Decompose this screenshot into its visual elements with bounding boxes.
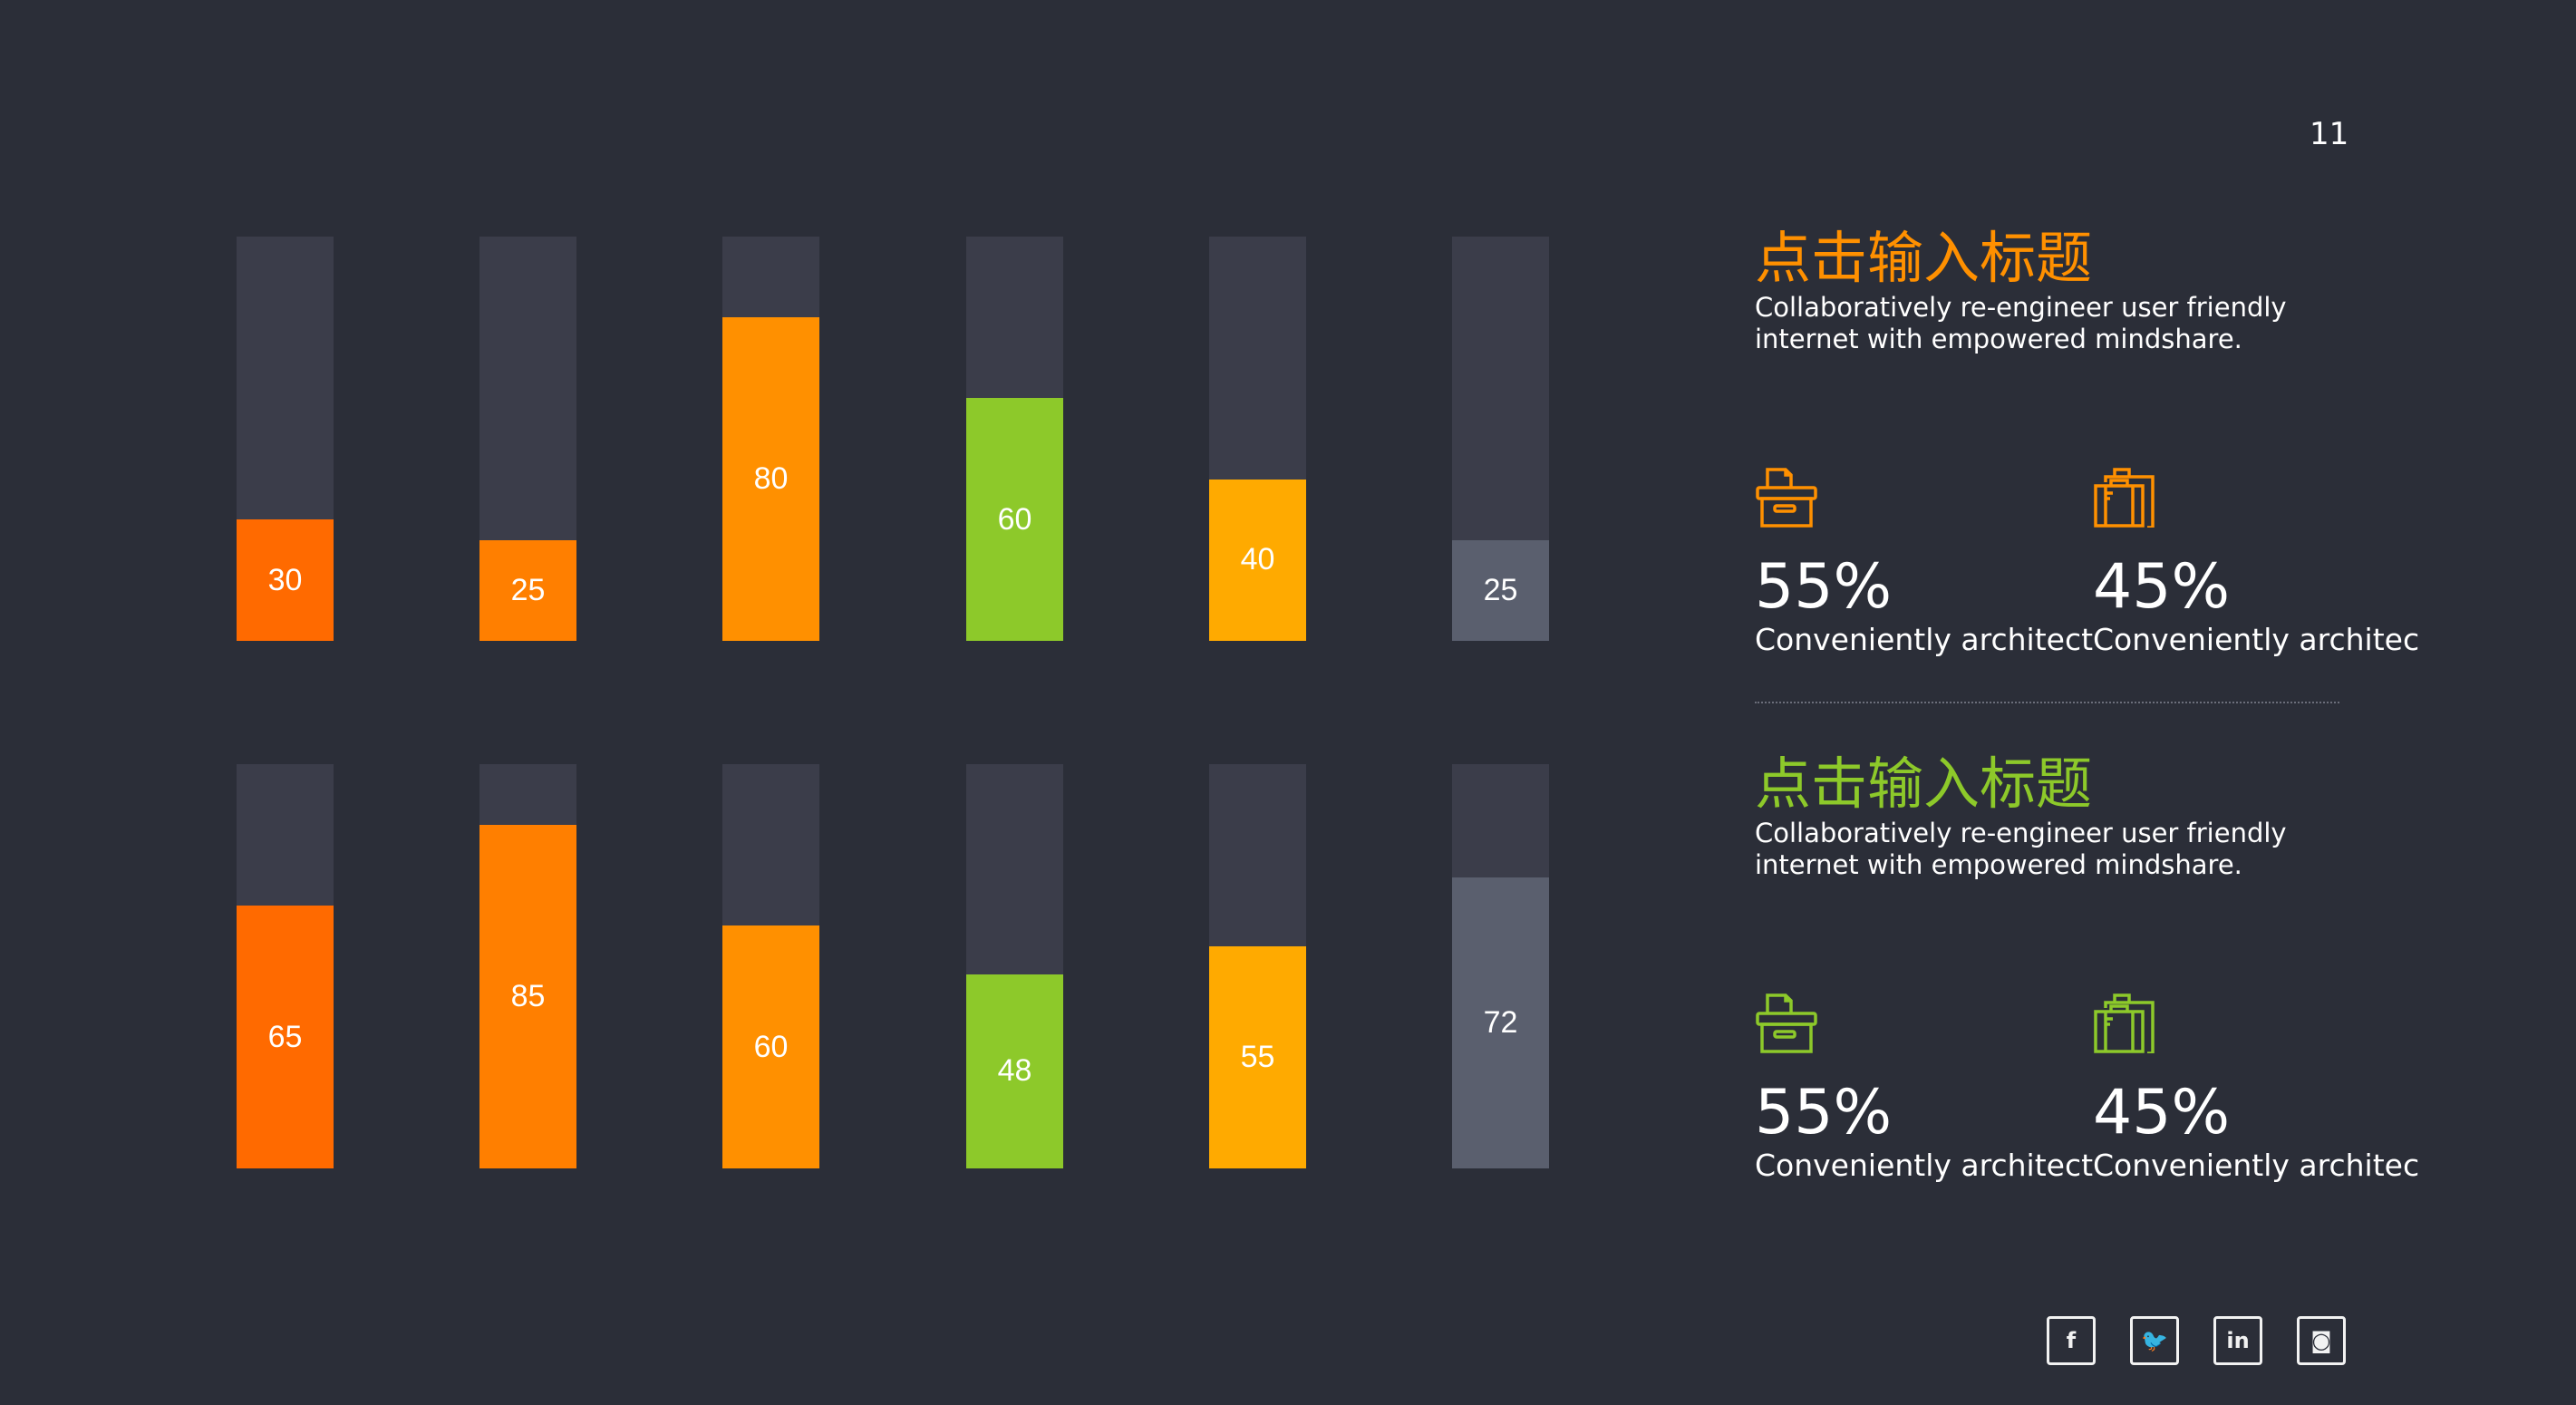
archive-box-icon xyxy=(1755,990,2081,1053)
bar-value-label: 30 xyxy=(267,562,303,597)
bar: 85 xyxy=(479,824,576,1168)
block-description: Collaboratively re-engineer user friendl… xyxy=(1755,292,2389,355)
stat-label: Conveniently architec xyxy=(2093,622,2420,657)
bar-value-label: 65 xyxy=(267,1019,303,1054)
stat-label: Conveniently architect xyxy=(1755,1148,2094,1183)
bar-value-label: 80 xyxy=(753,461,789,497)
bar: 55 xyxy=(1209,945,1306,1168)
bar-track: 72 xyxy=(1452,764,1549,1168)
bar-track: 55 xyxy=(1209,764,1306,1168)
block-title: 点击输入标题 xyxy=(1755,225,2093,291)
block-title: 点击输入标题 xyxy=(1755,751,2093,817)
linkedin-icon: in xyxy=(2226,1328,2250,1353)
bar-value-label: 25 xyxy=(1483,572,1518,607)
bar: 60 xyxy=(722,925,819,1168)
bar: 40 xyxy=(1209,479,1306,641)
bar-value-label: 55 xyxy=(1240,1039,1275,1074)
bar-track: 85 xyxy=(479,764,576,1168)
facebook-icon: f xyxy=(2066,1328,2077,1353)
bar-value-label: 85 xyxy=(510,978,546,1013)
stat-value: 45% xyxy=(2093,551,2231,623)
description-line: internet with empowered mindshare. xyxy=(1755,849,2242,880)
bar-track: 40 xyxy=(1209,237,1306,641)
bar-track: 30 xyxy=(237,237,334,641)
bar-value-label: 25 xyxy=(510,572,546,607)
instagram-icon: ◙ xyxy=(2310,1328,2332,1353)
stat-label: Conveniently architec xyxy=(2093,1148,2420,1183)
bar: 30 xyxy=(237,519,334,641)
bar: 25 xyxy=(1452,539,1549,641)
bar-track: 80 xyxy=(722,237,819,641)
bar-track: 25 xyxy=(479,237,576,641)
twitter-icon: 🐦 xyxy=(2141,1328,2168,1353)
bar: 60 xyxy=(966,398,1063,641)
bar-track: 60 xyxy=(966,237,1063,641)
suitcase-icon xyxy=(2093,464,2419,528)
block-description: Collaboratively re-engineer user friendl… xyxy=(1755,818,2389,881)
info-block-2: 点击输入标题 Collaboratively re-engineer user … xyxy=(1755,751,2419,1184)
bar-value-label: 72 xyxy=(1483,1004,1518,1040)
bar: 80 xyxy=(722,317,819,641)
stat-label: Conveniently architect xyxy=(1755,622,2094,657)
twitter-button[interactable]: 🐦 xyxy=(2130,1316,2179,1365)
description-line: internet with empowered mindshare. xyxy=(1755,324,2242,354)
divider xyxy=(1755,702,2339,703)
description-line: Collaboratively re-engineer user friendl… xyxy=(1755,292,2287,323)
bar-value-label: 60 xyxy=(997,501,1032,537)
archive-box-icon xyxy=(1755,464,2081,528)
bar: 72 xyxy=(1452,877,1549,1168)
bar-track: 25 xyxy=(1452,237,1549,641)
bar-value-label: 40 xyxy=(1240,542,1275,577)
stat-value: 55% xyxy=(1755,551,1893,623)
info-block-1: 点击输入标题 Collaboratively re-engineer user … xyxy=(1755,225,2419,658)
bar-track: 48 xyxy=(966,764,1063,1168)
stat-item: 55% Conveniently architect xyxy=(1755,990,2094,1184)
bar: 25 xyxy=(479,539,576,641)
suitcase-icon xyxy=(2093,990,2419,1053)
stat-item: 55% Conveniently architect xyxy=(1755,464,2094,658)
stat-value: 45% xyxy=(2093,1077,2231,1148)
bar-value-label: 48 xyxy=(997,1053,1032,1089)
bar-track: 65 xyxy=(237,764,334,1168)
instagram-button[interactable]: ◙ xyxy=(2297,1316,2346,1365)
stat-value: 55% xyxy=(1755,1077,1893,1148)
facebook-button[interactable]: f xyxy=(2047,1316,2096,1365)
bar: 65 xyxy=(237,906,334,1168)
stat-item: 45% Conveniently architec xyxy=(2093,464,2419,658)
linkedin-button[interactable]: in xyxy=(2213,1316,2262,1365)
bar-value-label: 60 xyxy=(753,1029,789,1064)
description-line: Collaboratively re-engineer user friendl… xyxy=(1755,818,2287,848)
bar: 48 xyxy=(966,974,1063,1168)
stat-item: 45% Conveniently architec xyxy=(2093,990,2419,1184)
bar-track: 60 xyxy=(722,764,819,1168)
page-number: 11 xyxy=(2310,116,2349,152)
